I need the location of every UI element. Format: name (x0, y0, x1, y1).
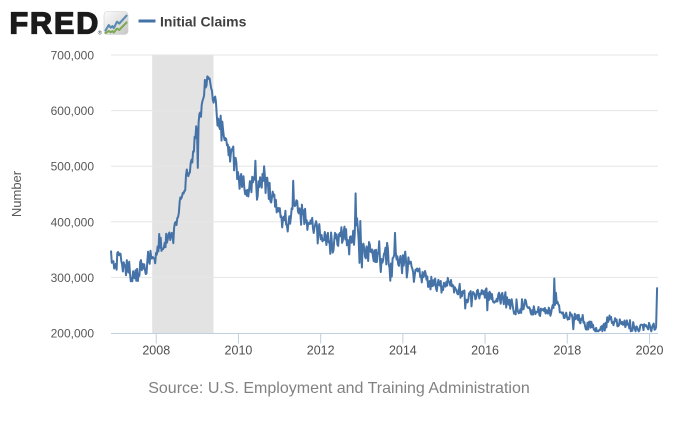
svg-text:2010: 2010 (225, 344, 253, 358)
svg-text:500,000: 500,000 (51, 160, 95, 174)
svg-text:2014: 2014 (389, 344, 417, 358)
svg-text:2018: 2018 (553, 344, 581, 358)
svg-text:Initial Claims: Initial Claims (160, 13, 247, 29)
svg-text:2016: 2016 (471, 344, 499, 358)
svg-text:2012: 2012 (307, 344, 335, 358)
svg-text:2008: 2008 (142, 344, 170, 358)
svg-text:400,000: 400,000 (51, 215, 95, 229)
svg-text:200,000: 200,000 (51, 327, 95, 341)
svg-text:600,000: 600,000 (51, 104, 95, 118)
svg-text:700,000: 700,000 (51, 49, 95, 63)
svg-text:2020: 2020 (636, 344, 664, 358)
svg-text:®: ® (98, 30, 102, 37)
svg-text:FRED: FRED (10, 7, 101, 41)
svg-text:300,000: 300,000 (51, 271, 95, 285)
svg-text:Source: U.S. Employment and Tr: Source: U.S. Employment and Training Adm… (148, 380, 530, 397)
svg-text:Number: Number (9, 170, 24, 217)
